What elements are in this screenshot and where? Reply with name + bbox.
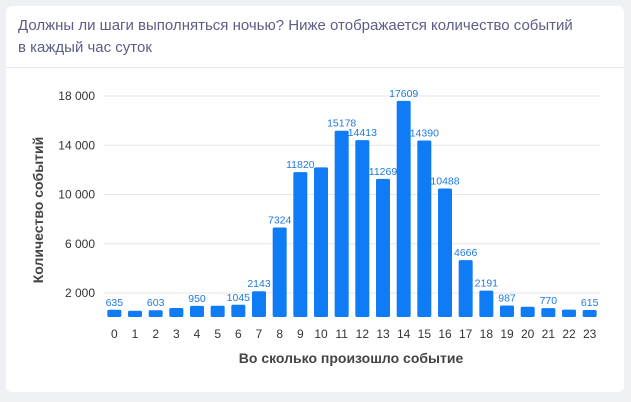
data-label: 17609 <box>389 88 418 100</box>
bar <box>500 305 514 317</box>
data-label: 10488 <box>430 175 459 187</box>
bar <box>107 309 122 317</box>
y-tick-label: 10 000 <box>58 188 95 202</box>
x-tick-label: 19 <box>500 327 514 341</box>
card-header: Должны ли шаги выполняться ночью? Ниже о… <box>6 6 624 68</box>
x-tick-label: 1 <box>132 327 139 341</box>
bar <box>417 140 432 317</box>
bar <box>376 178 390 317</box>
data-label: 635 <box>106 297 124 309</box>
x-tick-label: 5 <box>214 327 221 341</box>
x-axis-ticks: 0 1 2 3 4 5 6 7 8 9 10 11 12 13 14 15 16 17 18 19 20 21 22 23 <box>111 327 597 341</box>
x-tick-label: 22 <box>562 327 576 341</box>
bar <box>148 310 163 317</box>
y-axis-ticks: 2 000 6 000 10 000 14 000 18 000 <box>58 89 95 300</box>
data-label: 15178 <box>327 118 356 130</box>
x-tick-label: 6 <box>235 327 242 341</box>
x-tick-label: 7 <box>256 327 263 341</box>
x-tick-label: 4 <box>194 327 201 341</box>
data-label: 2143 <box>247 278 271 290</box>
chart-title: Должны ли шаги выполняться ночью? Ниже о… <box>18 17 573 56</box>
y-tick-label: 6 000 <box>65 237 95 251</box>
data-label: 4666 <box>454 247 478 259</box>
chart-card: Должны ли шаги выполняться ночью? Ниже о… <box>6 6 624 392</box>
data-label: 14390 <box>410 127 439 139</box>
y-tick-label: 2 000 <box>65 286 95 300</box>
x-tick-label: 15 <box>418 327 432 341</box>
data-label: 11269 <box>369 166 398 178</box>
x-tick-label: 11 <box>335 327 348 341</box>
bar <box>355 140 370 317</box>
x-tick-label: 17 <box>459 327 473 341</box>
data-label: 11820 <box>286 159 315 171</box>
data-label: 2191 <box>475 278 499 290</box>
bar <box>190 305 204 317</box>
x-tick-label: 21 <box>542 327 556 341</box>
bar <box>479 290 494 317</box>
x-tick-label: 9 <box>297 327 304 341</box>
bar <box>169 308 184 317</box>
x-tick-label: 16 <box>438 327 452 341</box>
x-tick-label: 3 <box>173 327 180 341</box>
bar <box>231 304 246 317</box>
bar <box>293 172 308 317</box>
x-tick-label: 20 <box>521 327 535 341</box>
x-tick-label: 23 <box>583 327 597 341</box>
x-tick-label: 0 <box>111 327 118 341</box>
data-label: 603 <box>147 297 165 309</box>
data-label: 950 <box>188 293 206 305</box>
data-label: 987 <box>498 292 516 304</box>
data-label: 14413 <box>348 127 377 139</box>
x-tick-label: 10 <box>314 327 328 341</box>
bar <box>128 310 142 317</box>
bar <box>334 130 349 317</box>
bar <box>438 188 452 317</box>
bar <box>562 309 576 317</box>
bar <box>252 291 266 317</box>
gridlines <box>104 95 600 294</box>
data-label: 1045 <box>227 292 251 304</box>
bar <box>458 260 473 317</box>
data-label: 770 <box>540 295 558 307</box>
y-tick-label: 14 000 <box>58 138 95 152</box>
x-tick-label: 12 <box>356 327 370 341</box>
bar <box>582 310 597 317</box>
x-tick-label: 14 <box>397 327 411 341</box>
bar <box>396 100 411 318</box>
data-label: 615 <box>581 297 599 309</box>
x-tick-label: 13 <box>376 327 390 341</box>
x-tick-label: 18 <box>480 327 494 341</box>
data-label: 7324 <box>268 214 292 226</box>
x-axis-title: Во сколько произошло событие <box>239 350 464 366</box>
bars <box>107 100 597 318</box>
bar <box>272 227 287 317</box>
y-axis-title: Количество событий <box>30 137 46 284</box>
bar <box>520 306 535 317</box>
bar <box>210 305 225 317</box>
y-tick-label: 18 000 <box>58 89 95 103</box>
x-tick-label: 8 <box>276 327 283 341</box>
bar <box>314 167 328 317</box>
x-tick-label: 2 <box>152 327 159 341</box>
bar <box>541 308 556 317</box>
